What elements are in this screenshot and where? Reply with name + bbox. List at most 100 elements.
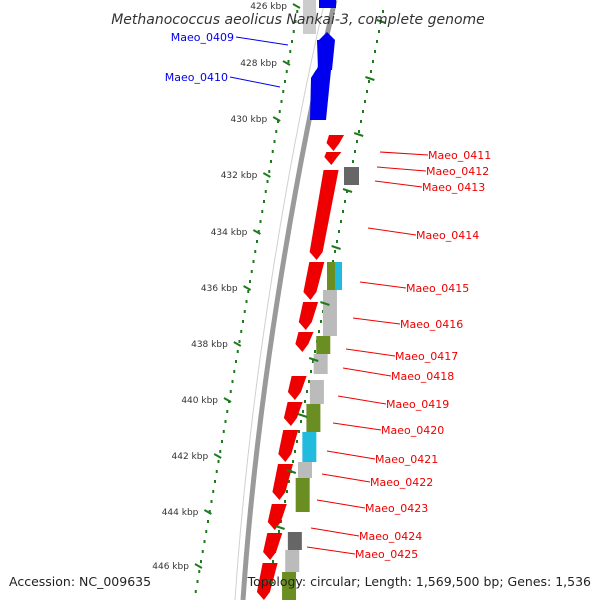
left-ring-dot [287,60,290,63]
gene-label: Maeo_0415 [406,282,469,295]
left-ring-dot [271,150,274,153]
gene-leader-line [345,348,396,357]
left-ring-dot [277,120,279,123]
kbp-tick-mark [252,229,261,235]
left-ring-dot [285,70,288,73]
right-ring-dot [306,390,308,393]
accession-text: Accession: NC_009635 [9,574,152,589]
right-ring-dot [308,380,310,383]
right-ring-dot [336,240,338,243]
left-ring-dot [284,80,286,83]
gene-labels: Maeo_0409 Maeo_0410 Maeo_0411 Maeo_0412 Maeo… [165,31,491,561]
left-ring-dot [201,550,204,553]
left-ring-dot [257,230,260,233]
kbp-tick-label: 436 kbp [201,284,238,294]
kbp-tick-mark [203,509,212,515]
left-ring-dot [249,280,251,283]
left-ring-dot [235,360,237,363]
left-ring-dot [296,10,299,13]
left-ring-dot [245,300,248,303]
right-ring-dot [300,420,302,423]
kbp-tick-label: 446 kbp [152,562,189,572]
gene-label: Maeo_0417 [395,350,458,363]
cog-category-block [298,462,312,478]
left-ring-dot [194,590,197,593]
gene-label: Maeo_0409 [171,31,234,44]
reverse-gene-arrow [295,332,314,352]
gene-leader-line [310,527,360,537]
gene-block [344,167,359,185]
gene-leader-line [359,281,407,289]
right-ring-dot [352,160,354,163]
cog-category-block [335,262,342,290]
right-ring-dot [294,450,296,453]
right-ring-dot [374,50,376,53]
gene-leader-line [306,546,356,555]
left-ring-dot [222,430,225,433]
right-ring-dot [366,90,368,93]
gene-leader-line [374,180,423,188]
gene-leader-line [235,36,289,46]
right-ring-dot [302,410,304,413]
cog-category-block [287,532,302,550]
right-ring-dot [278,530,280,533]
gene-label: Maeo_0414 [416,229,479,242]
topology-text: Topology: circular; Length: 1,569,500 bp… [247,574,591,589]
kbp-tick-mark [194,563,203,569]
left-ring-dot [294,20,297,23]
right-ring-dot [372,60,374,63]
reverse-gene-arrow [298,302,319,330]
right-ring-dot [378,30,380,33]
gene-label: Maeo_0411 [428,149,491,162]
right-ring-dot [272,560,274,563]
right-ring-dot [334,250,336,253]
gene-leader-line [326,450,376,460]
gene-label: Maeo_0424 [359,530,422,543]
left-ring-dot [278,110,281,113]
kbp-tick-mark [282,60,291,66]
right-ring-dot [312,360,314,363]
forward-gene-arrow [319,32,335,40]
left-ring-dot [259,220,262,223]
forward-gene-arrow [319,0,336,8]
reverse-gene-arrow [267,504,287,530]
right-ring-dot [368,80,370,83]
left-ring-dot [231,380,234,383]
cog-category-block [285,550,300,572]
cog-category-block [313,354,328,374]
right-ring-dot [358,130,360,133]
right-ring-dot [304,400,306,403]
right-ring-dot [292,460,294,463]
right-ring-dot [338,230,340,233]
right-ring-dot [332,260,334,263]
left-ring-dot [240,330,243,333]
kbp-tick-label: 428 kbp [240,59,277,69]
left-ring-dot [266,180,269,183]
gene-leader-line [367,227,417,236]
gene-label: Maeo_0419 [386,398,449,411]
left-ring-dot [210,500,213,503]
left-ring-dot [243,310,246,313]
kbp-tick-mark [272,116,281,122]
right-ring-dot [362,110,364,113]
gene-leader-line [337,395,387,405]
gene-label: Maeo_0413 [422,181,485,194]
cog-category-block [295,478,310,512]
left-ring-dot [264,190,267,193]
left-ring-dot [256,240,258,243]
kbp-tick-mark [376,19,387,24]
left-ring-dot [208,510,211,513]
left-ring-dot [226,410,229,413]
left-ring-dot [238,340,241,343]
kbp-tick-mark [297,413,308,418]
kbp-tick-mark [342,188,353,193]
kbp-tick-mark [308,357,319,362]
kbp-tick-mark [275,525,285,530]
reverse-gene-arrow [287,376,307,400]
left-ring-dot [242,320,244,323]
gene-leader-line [342,367,392,377]
left-ring-dot [214,480,216,483]
left-ring-dot [261,210,264,213]
left-ring-dot [270,160,272,163]
